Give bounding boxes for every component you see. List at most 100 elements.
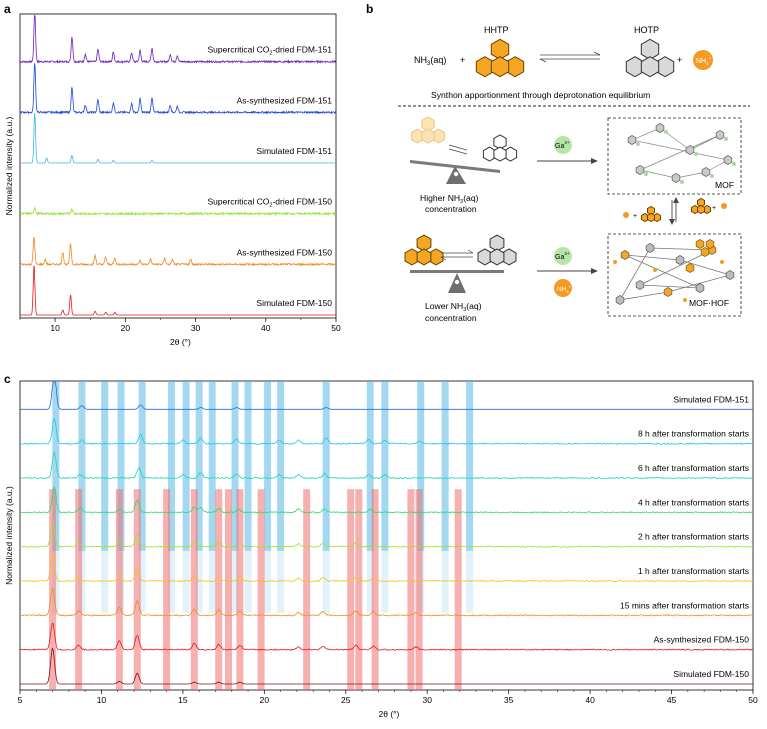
mini-hotp-nh4-icon: + bbox=[691, 197, 727, 215]
blue-reference-band bbox=[78, 381, 86, 551]
pattern-line bbox=[19, 485, 754, 514]
panel-c-xrd-plot: 5 10 15 20 25 30 35 40 45 50 2θ (°) Normalized inte… bbox=[4, 380, 758, 719]
series-label: 6 h after transformation starts bbox=[638, 463, 749, 473]
blue-reference-band-fade bbox=[441, 550, 449, 613]
blue-reference-band bbox=[101, 381, 109, 551]
plot-frame bbox=[19, 13, 337, 319]
ga-node bbox=[724, 137, 728, 141]
framework-link bbox=[631, 127, 661, 141]
red-reference-band bbox=[75, 489, 83, 690]
mofhof-structure-image bbox=[613, 239, 735, 305]
blue-reference-band bbox=[441, 381, 449, 551]
ga-node bbox=[732, 162, 736, 166]
x-tick-label: 15 bbox=[178, 695, 188, 705]
lower-concentration-label: Lower NH3(aq) bbox=[425, 301, 482, 313]
x-tick-label: 40 bbox=[261, 323, 271, 333]
red-reference-band bbox=[371, 489, 379, 690]
red-reference-band bbox=[236, 489, 244, 690]
equilibrium-arrows-icon bbox=[539, 51, 601, 63]
red-reference-band bbox=[133, 489, 141, 690]
framework-link bbox=[679, 259, 731, 276]
blue-reference-band bbox=[138, 381, 146, 551]
blue-reference-band bbox=[208, 381, 216, 551]
mini-hhtp-nh4-icon: + bbox=[623, 205, 661, 223]
hexagon-ring bbox=[697, 204, 705, 215]
framework-link bbox=[624, 254, 701, 289]
higher-concentration-label: Higher NH3(aq) bbox=[420, 193, 479, 205]
svg-text:Ga3+: Ga3+ bbox=[555, 140, 570, 150]
blue-reference-band-fade bbox=[101, 550, 109, 613]
red-reference-band bbox=[190, 489, 198, 690]
panel-a-letter: a bbox=[4, 2, 11, 16]
hotp-label: HOTP bbox=[634, 25, 659, 35]
ga-node bbox=[664, 130, 668, 134]
hexagon-ring bbox=[490, 56, 510, 78]
series-label: Supercritical CO2-dried FDM-151 bbox=[208, 45, 333, 57]
hexagon-ring bbox=[647, 212, 655, 223]
pattern-line bbox=[19, 553, 753, 583]
nh4-dot bbox=[653, 268, 657, 272]
blue-reference-band-fade bbox=[277, 550, 285, 613]
red-reference-band bbox=[224, 489, 232, 690]
lower-concentration-label-2: concentration bbox=[425, 313, 477, 323]
red-reference-band bbox=[163, 489, 171, 690]
x-tick-label: 50 bbox=[331, 323, 341, 333]
blue-reference-band bbox=[381, 381, 389, 551]
pattern-line bbox=[19, 587, 754, 617]
red-reference-band bbox=[257, 489, 265, 690]
red-reference-band bbox=[215, 489, 223, 690]
nh3-reactant: NH3(aq) bbox=[414, 55, 446, 67]
nh4-ion-icon-2: NH4+ bbox=[554, 279, 572, 297]
x-axis-label: 2θ (°) bbox=[170, 337, 191, 347]
framework-link bbox=[619, 291, 669, 301]
higher-concentration-label-2: concentration bbox=[425, 204, 477, 214]
series-label: Supercritical CO2-dried FDM-150 bbox=[208, 197, 333, 209]
nh4-ion-icon: NH4+ bbox=[693, 50, 713, 70]
blue-reference-band-fade bbox=[381, 550, 389, 613]
panel-b-schematic: NH3(aq) + HHTP HOTP + NH4+ Synthon appor… bbox=[398, 25, 750, 323]
framework-ring bbox=[655, 123, 665, 133]
arrow-to-mofhof-icon bbox=[537, 268, 598, 274]
framework-link bbox=[675, 171, 707, 179]
x-tick-label: 30 bbox=[191, 323, 201, 333]
hof-ring bbox=[705, 239, 715, 249]
nh4-dot bbox=[683, 298, 687, 302]
framework-ring bbox=[701, 167, 711, 177]
seesaw-higher-icon bbox=[410, 160, 500, 184]
pattern-line bbox=[20, 647, 753, 685]
red-reference-band bbox=[415, 489, 423, 690]
blue-reference-band bbox=[277, 381, 285, 551]
blue-reference-band-fade bbox=[167, 550, 175, 613]
series-label: 1 h after transformation starts bbox=[638, 566, 749, 576]
svg-text:Ga3+: Ga3+ bbox=[555, 251, 570, 261]
ga-node bbox=[680, 180, 684, 184]
framework-ring bbox=[635, 165, 645, 175]
x-tick-label: 10 bbox=[97, 695, 107, 705]
blue-reference-band-fade bbox=[195, 550, 203, 613]
hof-ring bbox=[695, 239, 705, 249]
mini-nh4-dot bbox=[721, 203, 727, 209]
x-tick-label: 35 bbox=[504, 695, 514, 705]
nh4-dot bbox=[720, 260, 724, 264]
blue-reference-band-fade bbox=[208, 550, 216, 613]
red-reference-band bbox=[407, 489, 415, 690]
hexagon-ring bbox=[489, 248, 505, 266]
mof-label: MOF bbox=[715, 180, 734, 190]
ga-node bbox=[694, 152, 698, 156]
blue-reference-band bbox=[244, 381, 252, 551]
red-reference-band bbox=[303, 489, 311, 690]
hotp-molecule-icon bbox=[625, 38, 675, 78]
series-label: Simulated FDM-151 bbox=[256, 146, 332, 156]
pattern-line bbox=[19, 206, 337, 217]
reversible-transformation-icon bbox=[669, 197, 679, 225]
mini-nh4-dot bbox=[623, 212, 629, 218]
framework-link bbox=[639, 284, 701, 289]
hhtp-molecule-icon bbox=[475, 38, 525, 78]
ga-ion-icon-2: Ga3+ bbox=[554, 247, 572, 265]
blue-reference-band-fade bbox=[366, 550, 374, 613]
framework-link bbox=[631, 139, 729, 161]
seesaw-lower-icon bbox=[410, 270, 504, 293]
plus-sign-1: + bbox=[460, 55, 465, 65]
blue-reference-band bbox=[466, 381, 474, 551]
